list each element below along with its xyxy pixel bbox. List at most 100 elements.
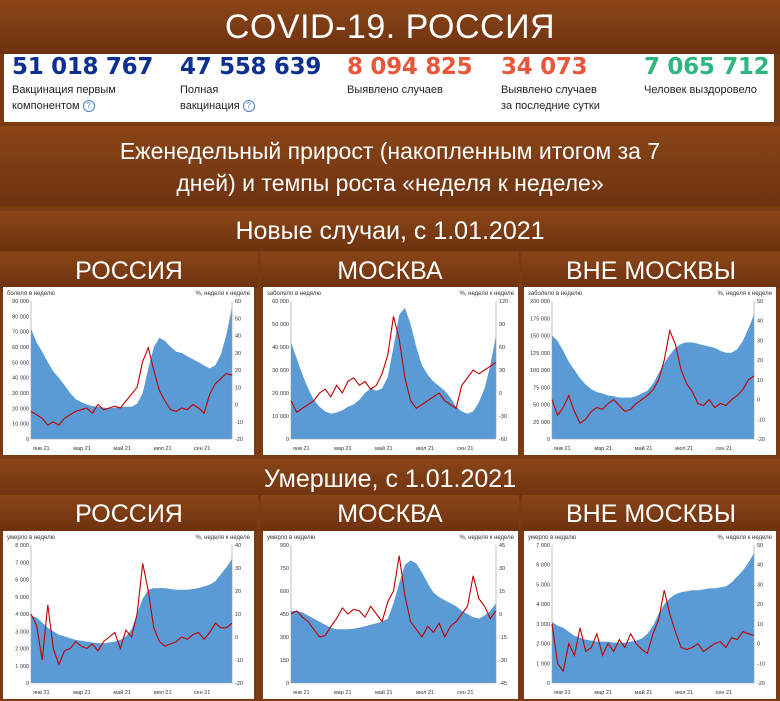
stat-label-line2: за последние сутки <box>501 100 600 112</box>
left-tick-label: 125 000 <box>530 351 550 357</box>
right-tick-label: 30 <box>499 368 505 374</box>
help-icon[interactable]: ? <box>242 100 255 113</box>
region-russia-cases: РОССИЯ <box>0 252 258 288</box>
x-tick-label: май 21 <box>113 445 131 452</box>
chart-cases-moscow: заболело в неделю %, неделя к неделе 0 10 0… <box>263 287 518 455</box>
stats-bar: 51 018 767 Вакцинация первым компонентом?… <box>4 54 774 122</box>
left-tick-label: 0 <box>286 437 289 443</box>
left-tick-label: 300 <box>280 635 289 641</box>
stat-full-vaccination: 47 558 639 Полная вакцинация? <box>180 54 321 114</box>
right-tick-label: 50 <box>757 543 763 549</box>
x-tick-label: янв 21 <box>554 690 571 696</box>
x-tick-label: июл 21 <box>154 690 172 696</box>
left-tick-label: 100 000 <box>530 368 550 374</box>
left-tick-label: 200 000 <box>530 299 550 305</box>
x-tick-label: мар 21 <box>334 446 352 452</box>
ylabel-right: %, неделя к неделе <box>717 535 772 541</box>
right-tick-label: -20 <box>757 681 765 687</box>
right-tick-label: 90 <box>499 322 505 328</box>
right-tick-label: 30 <box>235 351 241 357</box>
chart-cases-outside: заболело в неделю %, неделя к неделе 0 25 0… <box>524 287 776 455</box>
left-tick-label: 1 000 <box>536 661 550 667</box>
region-moscow-deaths: МОСКВА <box>261 495 519 531</box>
right-tick-label: 30 <box>235 566 241 572</box>
stat-value: 34 073 <box>501 54 588 80</box>
x-tick-label: мар 21 <box>73 690 91 696</box>
right-tick-label: -10 <box>757 661 765 667</box>
left-tick-label: 7 000 <box>15 560 29 566</box>
stat-first-vaccination: 51 018 767 Вакцинация первым компонентом? <box>12 54 153 114</box>
right-tick-label: 0 <box>757 398 760 404</box>
left-tick-label: 80 000 <box>12 314 29 320</box>
right-tick-label: 20 <box>757 358 763 364</box>
left-tick-label: 60 000 <box>12 345 29 351</box>
subtitle-line1: Еженедельный прирост (накопленным итогом… <box>119 138 661 164</box>
chart-cases-russia: болело в неделю %, неделя к неделе 0 10 000… <box>3 287 254 455</box>
help-icon[interactable]: ? <box>82 100 95 113</box>
x-tick-label: янв 21 <box>554 446 571 452</box>
right-tick-label: -15 <box>499 635 507 641</box>
line-growth <box>290 555 497 639</box>
subtitle-line2: дней) и темпы роста «неделя к неделе» <box>176 170 604 196</box>
stat-label: Полная вакцинация? <box>180 82 321 114</box>
left-tick-label: 40 000 <box>12 376 29 382</box>
left-tick-label: 450 <box>280 612 289 618</box>
x-tick-label: сен 21 <box>457 446 474 452</box>
left-tick-label: 150 000 <box>530 334 550 340</box>
chart-deaths-outside: умерло в неделю %, неделя к неделе 0 1 000 2… <box>524 531 776 699</box>
x-tick-label: янв 21 <box>293 446 310 452</box>
region-outside-cases: ВНЕ МОСКВЫ <box>522 252 780 288</box>
right-tick-label: 0 <box>235 403 238 409</box>
x-tick-label: мар 21 <box>594 690 612 696</box>
x-tick-label: мар 21 <box>73 446 91 452</box>
right-tick-label: 10 <box>757 378 763 384</box>
line-growth <box>30 345 233 426</box>
ylabel-left: заболело в неделю <box>267 291 321 297</box>
left-tick-label: 70 000 <box>12 330 29 336</box>
left-tick-label: 5 000 <box>536 582 550 588</box>
stat-label: Выявлено случаев за последние сутки <box>501 82 600 114</box>
x-tick-label: янв 21 <box>33 446 50 452</box>
region-outside-deaths: ВНЕ МОСКВЫ <box>522 495 780 531</box>
right-tick-label: 20 <box>235 589 241 595</box>
right-tick-label: 30 <box>757 338 763 344</box>
right-tick-label: 15 <box>499 589 505 595</box>
left-tick-label: 2 000 <box>536 642 550 648</box>
area-weekly <box>291 560 496 683</box>
left-tick-label: 4 000 <box>15 612 29 618</box>
stat-value: 47 558 639 <box>180 54 322 80</box>
left-tick-label: 50 000 <box>533 403 550 409</box>
right-tick-label: -10 <box>757 417 765 423</box>
right-tick-label: 20 <box>235 368 241 374</box>
right-tick-label: 0 <box>499 391 502 397</box>
x-tick-label: мар 21 <box>334 690 352 696</box>
stat-daily-cases: 34 073 Выявлено случаев за последние сутк… <box>501 54 600 114</box>
right-tick-label: -10 <box>235 420 243 426</box>
left-tick-label: 3 000 <box>536 622 550 628</box>
left-tick-label: 175 000 <box>530 316 550 322</box>
left-tick-label: 25 000 <box>533 420 550 426</box>
x-tick-label: июл 21 <box>675 446 693 452</box>
stat-label: Вакцинация первым компонентом? <box>12 82 153 114</box>
x-tick-label: сен 21 <box>716 690 733 696</box>
stat-label: Человек выздоровело <box>644 84 757 96</box>
left-tick-label: 600 <box>280 589 289 595</box>
section-cases-title: Новые случаи, с 1.01.2021 <box>0 211 780 251</box>
right-tick-label: 20 <box>757 602 763 608</box>
stat-label-line1: Выявлено случаев <box>501 84 597 96</box>
right-tick-label: -45 <box>499 681 507 687</box>
left-tick-label: 0 <box>26 681 29 687</box>
left-tick-label: 4 000 <box>536 602 550 608</box>
subtitle: Еженедельный прирост (накопленным итогом… <box>0 126 780 206</box>
left-tick-label: 7 000 <box>536 543 550 549</box>
right-tick-label: -30 <box>499 658 507 664</box>
x-tick-label: июл 21 <box>154 446 172 452</box>
ylabel-left: болело в неделю <box>7 291 55 297</box>
right-tick-label: -20 <box>235 437 243 443</box>
stat-label-line1: Вакцинация первым <box>12 84 116 96</box>
left-tick-label: 5 000 <box>15 595 29 601</box>
left-tick-label: 20 000 <box>12 406 29 412</box>
right-tick-label: 40 <box>757 319 763 325</box>
right-tick-label: 10 <box>235 612 241 618</box>
right-tick-label: -30 <box>499 414 507 420</box>
